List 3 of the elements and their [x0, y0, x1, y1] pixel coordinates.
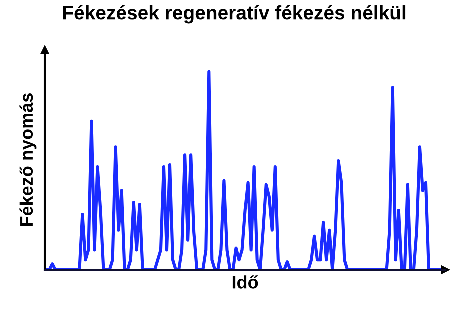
chart-title: Fékezések regeneratív fékezés nélkül: [63, 5, 406, 24]
y-axis-title: Fékező nyomás: [20, 94, 37, 226]
x-axis-title: Idő: [232, 276, 258, 289]
